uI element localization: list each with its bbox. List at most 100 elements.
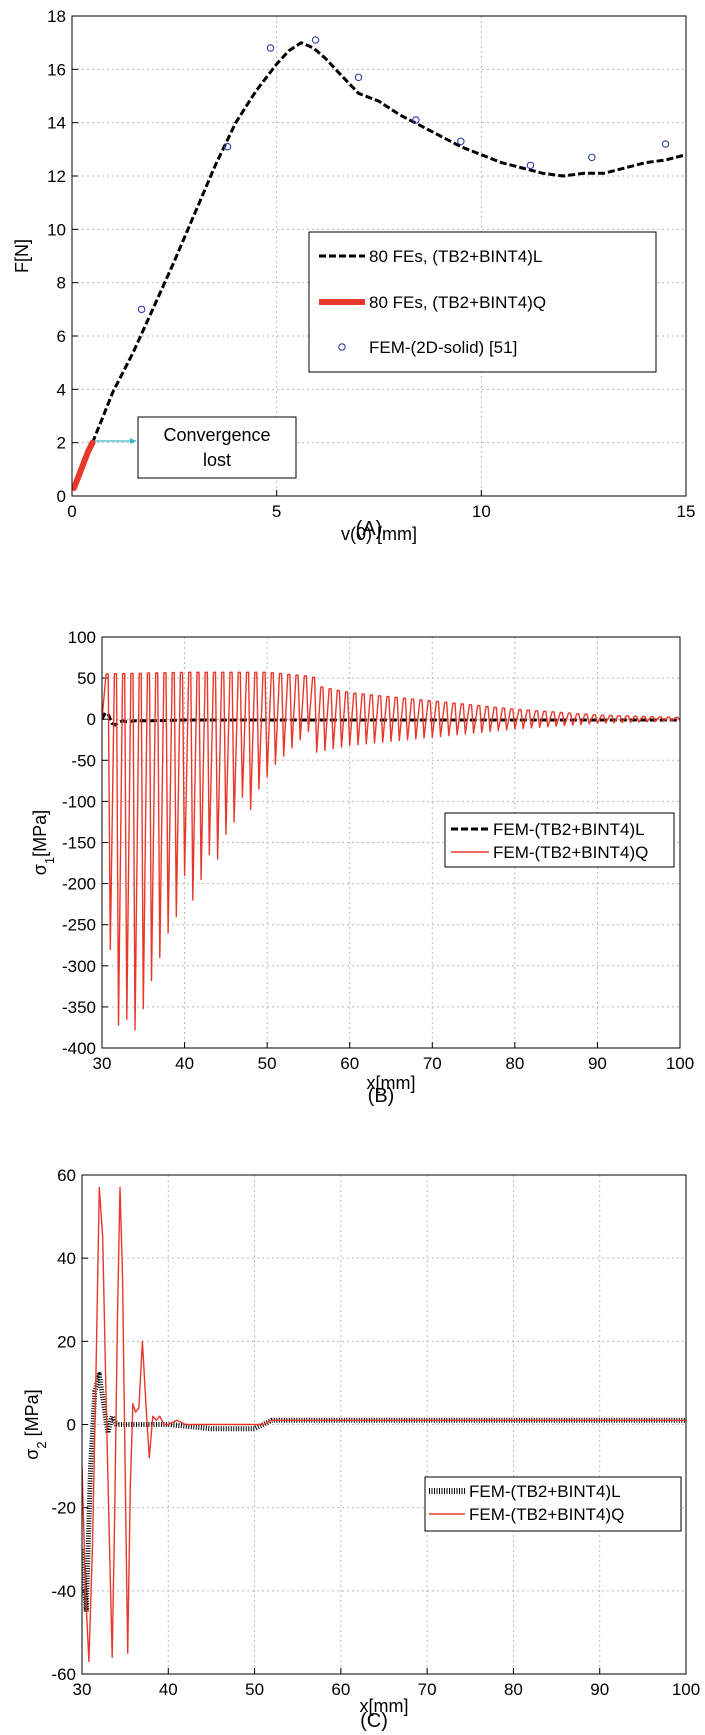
x-axis-label: v(0) [mm] bbox=[341, 524, 417, 544]
x-tick-label: 0 bbox=[67, 502, 76, 521]
y-tick-label: -50 bbox=[71, 751, 96, 770]
annotation-line-1: Convergence bbox=[163, 425, 270, 445]
x-tick-label: 15 bbox=[677, 502, 696, 521]
chart-panel-c: 30 40 50 60 70 80 90 100 -60 -40 -20 0 20 40 60 x[mm] σ2… bbox=[22, 1166, 700, 1732]
y-tick-label: -300 bbox=[62, 957, 96, 976]
y-tick-label: 16 bbox=[47, 60, 66, 79]
y-tick-label: 0 bbox=[67, 1416, 76, 1435]
y-tick-label: -40 bbox=[51, 1582, 76, 1601]
data-point-marker bbox=[137, 305, 146, 314]
y-tick-label: -150 bbox=[62, 834, 96, 853]
y-axis-label-subscript: 1 bbox=[42, 857, 57, 864]
chart-panel-b: 30 40 50 60 70 80 90 100 -400 -350 -300 -250 -200 -15… bbox=[30, 628, 694, 1107]
y-tick-label: 4 bbox=[57, 380, 66, 399]
x-tick-label: 60 bbox=[331, 1680, 350, 1699]
x-tick-label: 100 bbox=[666, 1054, 694, 1073]
annotation: Convergence lost bbox=[94, 416, 297, 479]
y-tick-label: 0 bbox=[57, 487, 66, 506]
y-tick-label: 6 bbox=[57, 327, 66, 346]
data-point-marker bbox=[412, 116, 420, 124]
series-line-1 bbox=[91, 41, 686, 444]
y-tick-label: 40 bbox=[57, 1249, 76, 1268]
panel-caption: (C) bbox=[360, 1710, 388, 1732]
legend: 80 FEs, (TB2+BINT4)L 80 FEs, (TB2+BINT4)Q… bbox=[308, 231, 657, 373]
y-tick-label: 8 bbox=[57, 274, 66, 293]
x-tick-label: 80 bbox=[505, 1054, 524, 1073]
y-axis-label-subscript: 2 bbox=[34, 1441, 49, 1448]
legend-label-2: FEM-(TB2+BINT4)Q bbox=[493, 843, 648, 862]
legend-box bbox=[424, 1476, 682, 1532]
series-line-2 bbox=[82, 1186, 686, 1663]
x-tick-label: 90 bbox=[588, 1054, 607, 1073]
data-point-marker bbox=[588, 153, 596, 162]
y-tick-label: -200 bbox=[62, 875, 96, 894]
x-tick-label: 50 bbox=[245, 1680, 264, 1699]
annotation-line-2: lost bbox=[203, 450, 231, 470]
series-line-2 bbox=[102, 671, 680, 1031]
series-line-1 bbox=[102, 711, 680, 727]
panel-caption: (B) bbox=[368, 1085, 395, 1107]
y-axis-label-symbol: σ bbox=[22, 1449, 42, 1460]
x-tick-label: 5 bbox=[272, 502, 281, 521]
legend-marker-3 bbox=[338, 343, 346, 351]
x-tick-label: 30 bbox=[73, 1680, 92, 1699]
data-point-marker bbox=[266, 44, 275, 52]
y-tick-label: -60 bbox=[51, 1665, 76, 1684]
legend-label-1: FEM-(TB2+BINT4)L bbox=[469, 1482, 621, 1501]
x-tick-label: 30 bbox=[93, 1054, 112, 1073]
y-tick-label: 18 bbox=[47, 7, 66, 26]
y-tick-label: 0 bbox=[87, 710, 96, 729]
y-tick-label: 12 bbox=[47, 167, 66, 186]
x-tick-label: 40 bbox=[175, 1054, 194, 1073]
x-tick-label: 80 bbox=[504, 1680, 523, 1699]
plot-series-group bbox=[72, 36, 686, 491]
axes-frame bbox=[101, 636, 681, 1049]
legend-label-2: FEM-(TB2+BINT4)Q bbox=[469, 1505, 624, 1524]
x-tick-label: 50 bbox=[258, 1054, 277, 1073]
y-tick-label: -400 bbox=[62, 1039, 96, 1058]
y-tick-label: 100 bbox=[68, 628, 96, 647]
plot-series-group bbox=[82, 1186, 686, 1663]
x-tick-label: 70 bbox=[423, 1054, 442, 1073]
data-point-marker bbox=[526, 161, 535, 170]
legend-label-3: FEM-(2D-solid) [51] bbox=[369, 338, 517, 357]
axes-frame bbox=[81, 1174, 687, 1675]
x-tick-label: 100 bbox=[672, 1680, 700, 1699]
y-tick-label: 2 bbox=[57, 434, 66, 453]
y-axis-label: F[N] bbox=[12, 239, 32, 273]
data-point-marker bbox=[661, 140, 670, 148]
annotation-arrow-head bbox=[130, 438, 136, 444]
x-axis-label: x[mm] bbox=[360, 1696, 409, 1716]
x-axis-label: x[mm] bbox=[367, 1073, 416, 1093]
y-tick-label: 60 bbox=[57, 1166, 76, 1185]
series-line-2 bbox=[72, 439, 96, 491]
x-tick-label: 70 bbox=[418, 1680, 437, 1699]
annotation-box bbox=[137, 416, 297, 479]
y-tick-label: -100 bbox=[62, 792, 96, 811]
y-axis-label: σ2 [MPa] bbox=[22, 1389, 49, 1459]
data-point-marker bbox=[354, 73, 363, 82]
y-axis-label-symbol: σ bbox=[30, 864, 50, 875]
data-point-marker bbox=[311, 36, 320, 44]
y-axis-label-unit: [MPa] bbox=[30, 810, 50, 857]
legend-label-2: 80 FEs, (TB2+BINT4)Q bbox=[369, 293, 546, 312]
legend-label-1: FEM-(TB2+BINT4)L bbox=[493, 820, 645, 839]
y-tick-label: -250 bbox=[62, 916, 96, 935]
x-tick-label: 40 bbox=[159, 1680, 178, 1699]
x-tick-label: 10 bbox=[472, 502, 491, 521]
legend-box bbox=[308, 231, 657, 373]
plot-series-group bbox=[102, 671, 680, 1031]
y-tick-label: 10 bbox=[47, 220, 66, 239]
axes-frame bbox=[71, 15, 687, 497]
legend-box bbox=[444, 812, 675, 868]
y-tick-label: 50 bbox=[77, 669, 96, 688]
legend: FEM-(TB2+BINT4)L FEM-(TB2+BINT4)Q bbox=[424, 1476, 682, 1532]
y-tick-label: 20 bbox=[57, 1332, 76, 1351]
legend: FEM-(TB2+BINT4)L FEM-(TB2+BINT4)Q bbox=[444, 812, 675, 868]
x-tick-label: 90 bbox=[590, 1680, 609, 1699]
data-point-marker bbox=[223, 142, 232, 151]
legend-label-1: 80 FEs, (TB2+BINT4)L bbox=[369, 247, 542, 266]
y-tick-label: -20 bbox=[51, 1499, 76, 1518]
data-point-marker bbox=[457, 137, 465, 146]
